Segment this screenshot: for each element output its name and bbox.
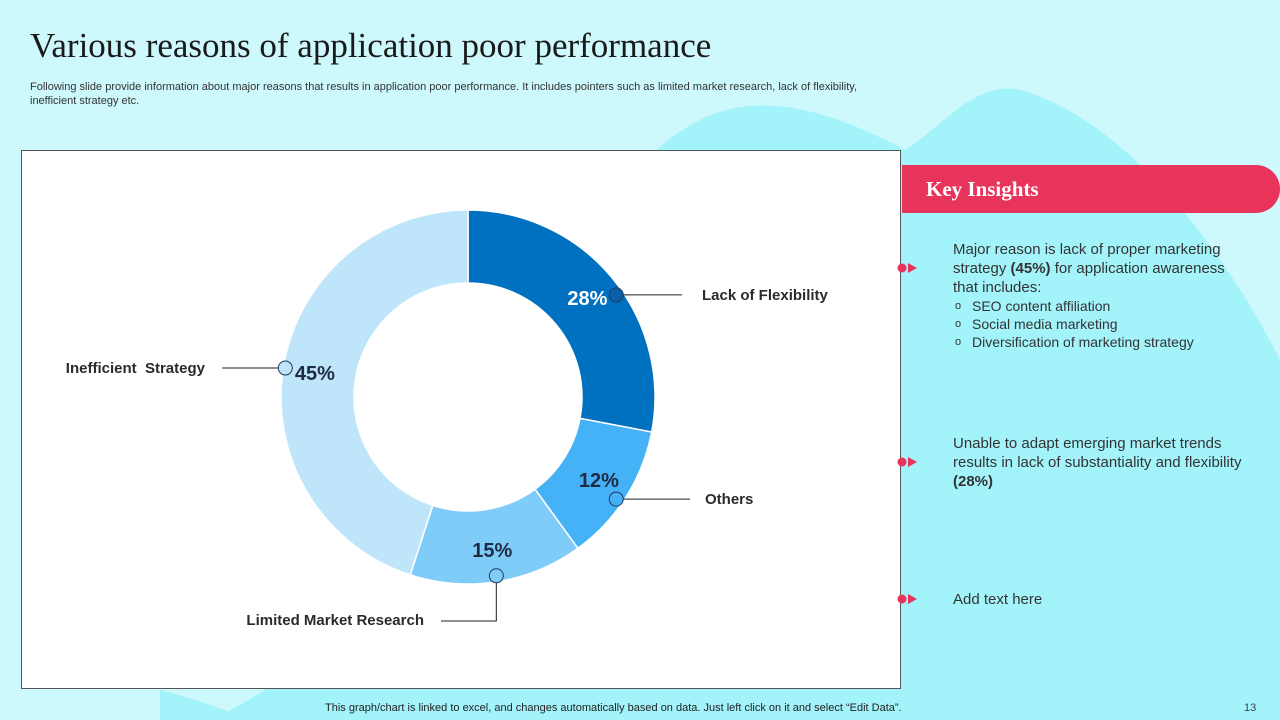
insight-highlight-1: (45%): [1010, 260, 1051, 277]
page-title: Various reasons of application poor perf…: [30, 26, 712, 65]
callout-dot: [488, 568, 504, 584]
page-subtitle: Following slide provide information abou…: [30, 81, 858, 107]
insight-sub-list: SEO content affiliation Social media mar…: [953, 297, 1243, 351]
insight-text-3-body[interactable]: Add text here: [953, 591, 1043, 608]
key-insights-title: Key Insights: [926, 177, 1039, 201]
callout-dot: [608, 287, 624, 303]
bullet-arrow-icon: [897, 457, 917, 467]
leader-line: [441, 575, 497, 622]
insight-text-3[interactable]: Add text here: [953, 590, 1243, 609]
bullet-arrow-icon: [897, 594, 917, 604]
segment-lack-of-flexibility[interactable]: [467, 209, 656, 433]
segment-inefficient-strategy[interactable]: [280, 209, 469, 576]
key-insights-banner: Key Insights: [902, 165, 1280, 213]
callout-dot: [277, 360, 293, 376]
insight-text-1-tail: for application awareness that includes:: [953, 260, 1225, 296]
callout-dot: [608, 491, 624, 507]
sub-list-item: SEO content affiliation: [953, 297, 1243, 315]
insight-text-1-body: Major reason is lack of proper marketing…: [953, 241, 1221, 277]
bullet-arrow-icon: [897, 263, 917, 273]
category-label-others: Others: [705, 491, 753, 508]
insight-text-1: Major reason is lack of proper marketing…: [953, 240, 1243, 351]
category-label-inefficient-strategy: Inefficient Strategy: [66, 360, 206, 377]
category-label-limited-market-research: Limited Market Research: [246, 612, 424, 629]
data-label-others: 12%: [579, 470, 619, 492]
sub-list-item: Social media marketing: [953, 315, 1243, 333]
category-label-lack-of-flexibility: Lack of Flexibility: [702, 287, 829, 304]
chart-card[interactable]: 28% 12% 15% 45% Lack of Flexibility Others Li…: [21, 150, 901, 689]
data-label-inefficient-strategy: 45%: [295, 363, 335, 385]
data-label-lack-of-flexibility: 28%: [567, 288, 607, 310]
insight-highlight-2: (28%): [953, 473, 994, 490]
data-label-limited-market-research: 15%: [472, 540, 512, 562]
insight-text-2-body: Unable to adapt emerging market trends r…: [953, 435, 1242, 471]
page-number: 13: [1244, 702, 1257, 714]
sub-list-item: Diversification of marketing strategy: [953, 333, 1243, 351]
insight-text-2: Unable to adapt emerging market trends r…: [953, 434, 1243, 491]
donut-chart[interactable]: 28% 12% 15% 45% Lack of Flexibility Others Li…: [22, 151, 902, 690]
footer-note: This graph/chart is linked to excel, and…: [325, 702, 902, 714]
